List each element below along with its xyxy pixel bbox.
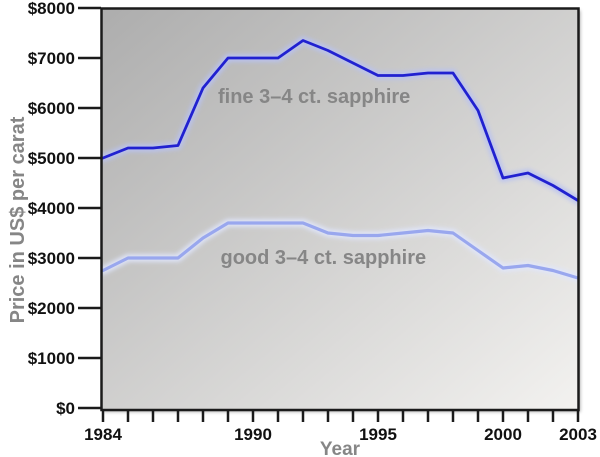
series-group: [102, 36, 578, 282]
x-tick-label: 1990: [234, 425, 272, 444]
plot-area-background: [101, 8, 579, 410]
x-tick-label: 2003: [559, 425, 597, 444]
y-tick-label: $3000: [28, 249, 75, 268]
y-tick-label: $1000: [28, 349, 75, 368]
y-tick-label: $8000: [28, 0, 75, 18]
x-tick-label: 1984: [84, 425, 122, 444]
y-axis-title: Price in US$ per carat: [7, 116, 29, 323]
series-label-fine: fine 3–4 ct. sapphire: [218, 86, 410, 108]
y-tick-label: $6000: [28, 99, 75, 118]
y-tick-label: $0: [56, 399, 75, 418]
y-tick-label: $5000: [28, 149, 75, 168]
series-line-0: [102, 39, 578, 202]
y-tick-label: $2000: [28, 299, 75, 318]
x-axis-title: Year: [320, 439, 361, 457]
series-line-1: [102, 221, 578, 280]
axes-group: $0 $1000 $2000 $3000 $4000 $5000 $6000 $7000 $80…: [28, 0, 597, 444]
series-label-good: good 3–4 ct. sapphire: [221, 247, 427, 269]
x-tick-label: 1995: [359, 425, 397, 444]
x-tick-label: 2000: [484, 425, 522, 444]
plot-frame: [100, 7, 580, 412]
y-tick-label: $7000: [28, 49, 75, 68]
y-tick-label: $4000: [28, 199, 75, 218]
